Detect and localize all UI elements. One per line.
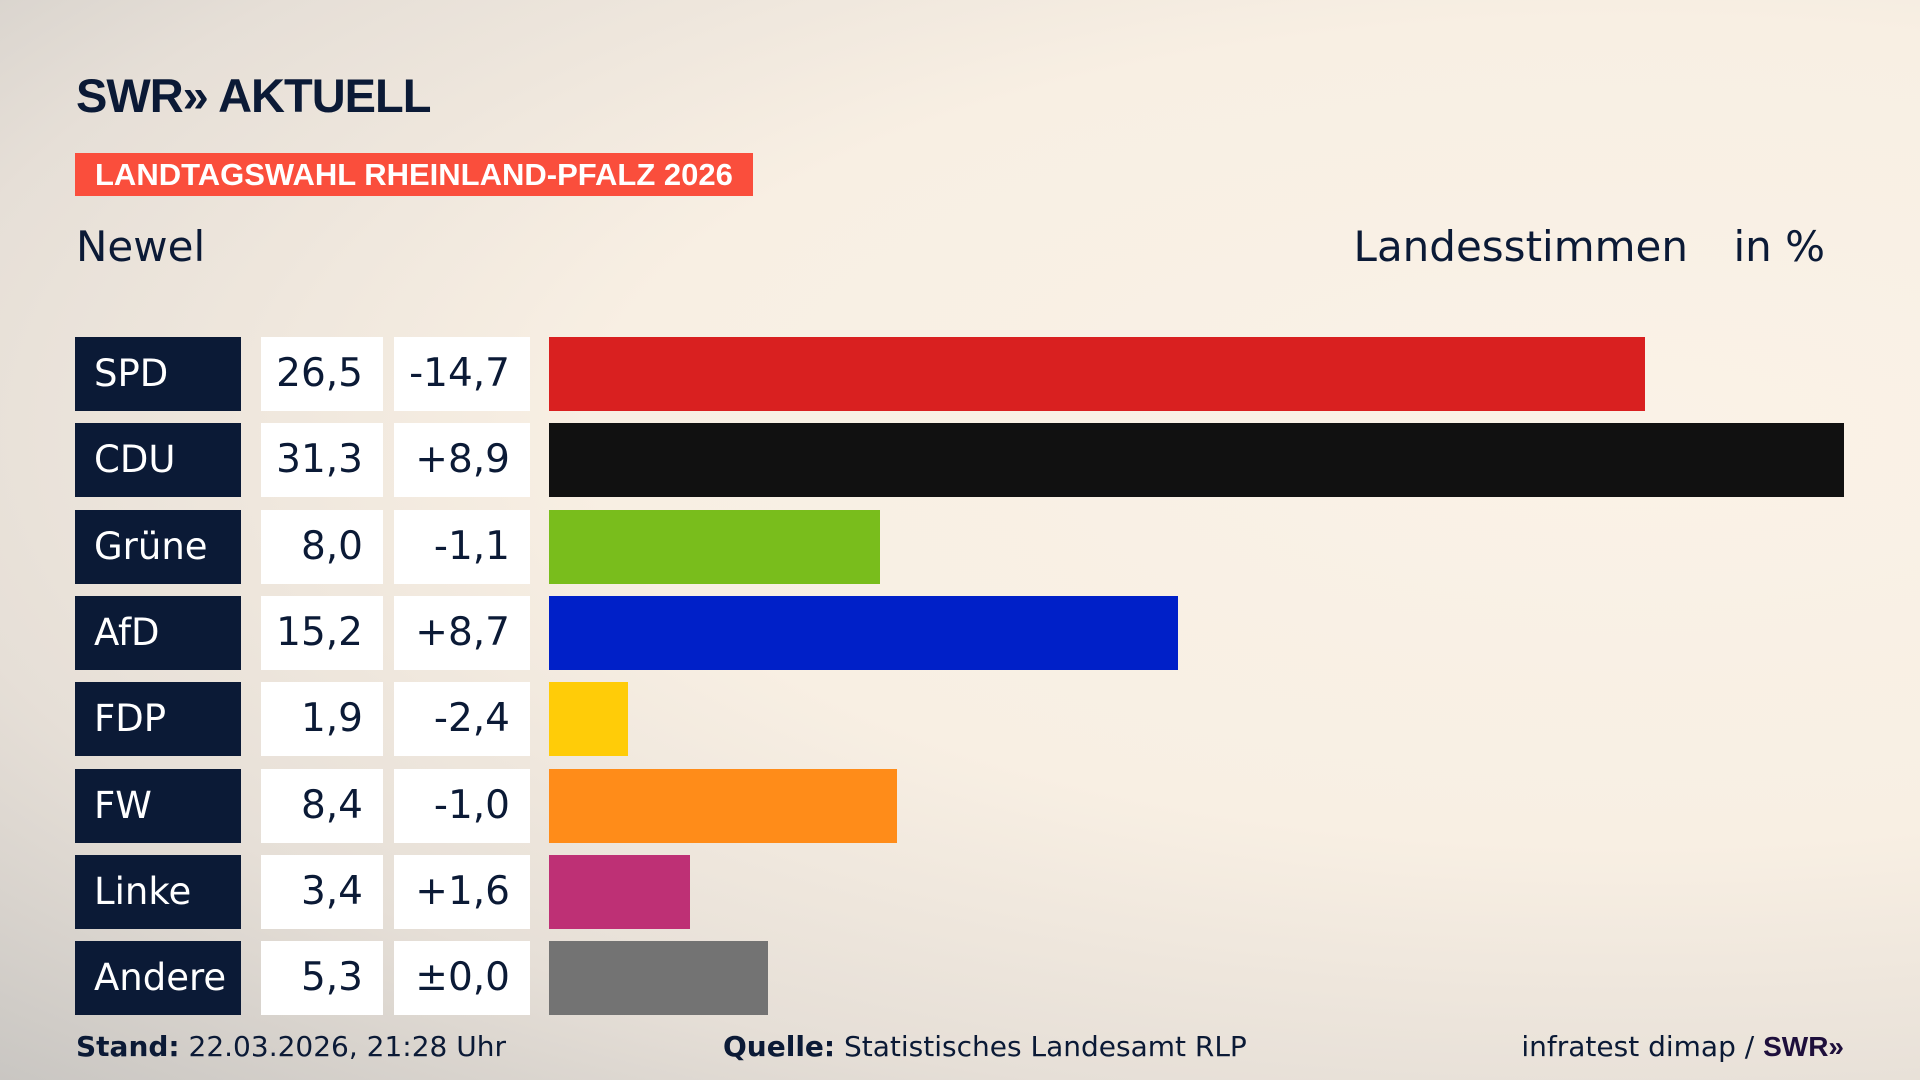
bar-afd [549,595,1178,670]
credit: infratest dimap / SWR» [1521,1030,1844,1063]
timestamp: Stand: 22.03.2026, 21:28 Uhr [76,1030,506,1063]
value-label: 5,3 [261,941,383,1016]
diff-label: +8,9 [394,423,530,498]
source-label: Quelle: [723,1030,836,1063]
party-label: Linke [75,854,241,929]
value-label: 8,0 [261,509,383,584]
value-label: 26,5 [261,337,383,411]
bar-spd [549,337,1646,411]
diff-label: -14,7 [394,337,530,411]
bar-andere [549,941,769,1016]
value-label: 1,9 [261,682,383,757]
value-label: 3,4 [261,854,383,929]
diff-label: +1,6 [394,854,530,929]
value-label: 31,3 [261,423,383,498]
party-label: CDU [75,423,241,498]
bar-linke [549,854,690,929]
party-label: Andere [75,941,241,1016]
credit-text: infratest dimap / [1521,1030,1755,1063]
swr-logo: SWR» [1763,1031,1844,1062]
value-label: 15,2 [261,595,383,670]
party-label: Grüne [75,509,241,584]
stand-label: Stand: [76,1030,180,1063]
diff-label: -1,1 [394,509,530,584]
party-label: SPD [75,337,241,411]
party-label: AfD [75,595,241,670]
metric-label: Landesstimmen [1353,222,1688,271]
bar-fw [549,768,897,843]
value-label: 8,4 [261,768,383,843]
diff-label: +8,7 [394,595,530,670]
election-banner: LANDTAGSWAHL RHEINLAND-PFALZ 2026 [75,153,753,196]
bar-grüne [549,509,880,584]
unit-label: in % [1733,222,1825,271]
diff-label: ±0,0 [394,941,530,1016]
swr-aktuell-logo: SWR» AKTUELL [76,69,431,122]
diff-label: -1,0 [394,768,530,843]
bar-fdp [549,682,628,757]
stand-value: 22.03.2026, 21:28 Uhr [188,1030,506,1063]
region-title: Newel [76,222,206,271]
diff-label: -2,4 [394,682,530,757]
party-label: FW [75,768,241,843]
party-label: FDP [75,682,241,757]
source: Quelle: Statistisches Landesamt RLP [723,1030,1247,1063]
source-value: Statistisches Landesamt RLP [844,1030,1247,1063]
bar-cdu [549,423,1844,498]
